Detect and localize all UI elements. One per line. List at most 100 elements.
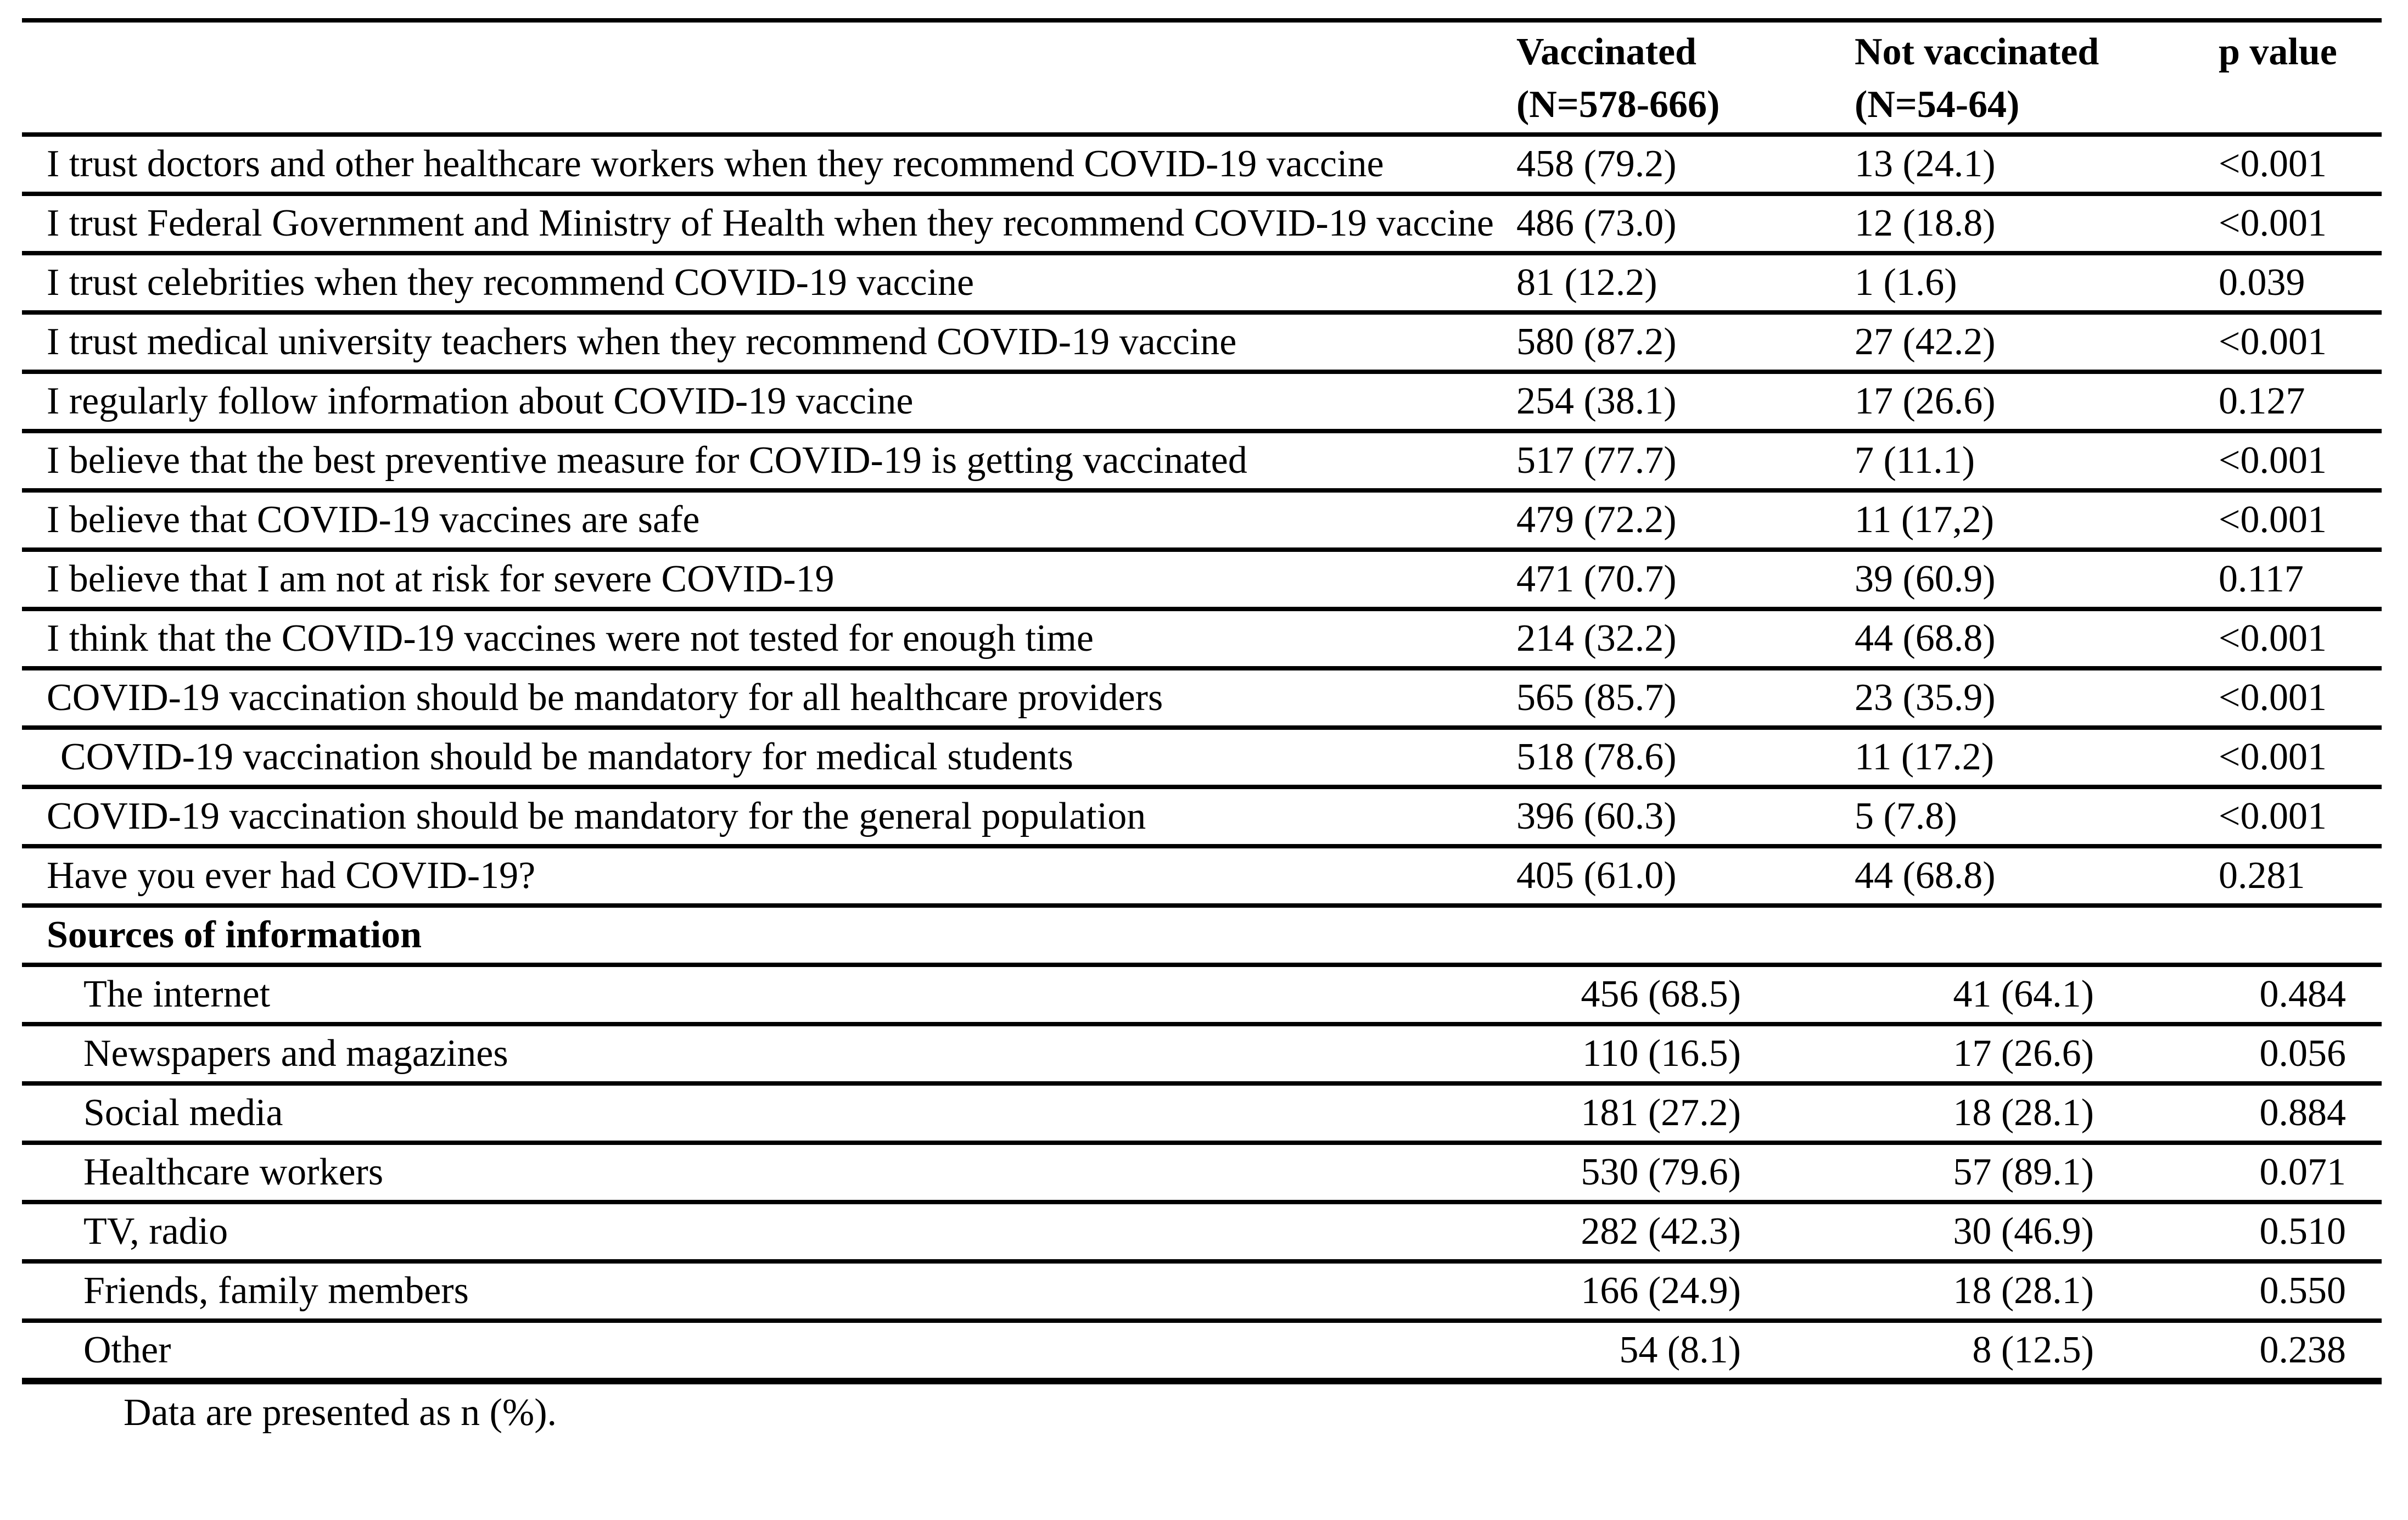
table-row: Have you ever had COVID-19? 405 (61.0) 44 … (22, 846, 2382, 908)
table-row: The internet 456 (68.5) 41 (64.1) 0.484 (22, 965, 2382, 1026)
section-header-label: Sources of information (22, 906, 2382, 967)
not-vaccinated-value: 7 (11.1) (1853, 431, 2217, 493)
vaccinated-value: 396 (60.3) (1515, 787, 1853, 848)
row-statement: COVID-19 vaccination should be mandatory… (22, 668, 1515, 730)
p-value: <0.001 (2217, 490, 2382, 552)
not-vaccinated-value: 18 (28.1) (1853, 1083, 2217, 1145)
vaccinated-value: 517 (77.7) (1515, 431, 1853, 493)
row-statement: I believe that the best preventive measu… (22, 431, 1515, 493)
not-vaccinated-value: 39 (60.9) (1853, 550, 2217, 611)
row-statement: COVID-19 vaccination should be mandatory… (22, 787, 1515, 848)
vaccinated-value: 565 (85.7) (1515, 668, 1853, 730)
vaccinated-value: 471 (70.7) (1515, 550, 1853, 611)
survey-results-table-wrap: Vaccinated (N=578-666) Not vaccinated (N… (22, 18, 2382, 1439)
not-vaccinated-value: 5 (7.8) (1853, 787, 2217, 848)
vaccinated-value: 486 (73.0) (1515, 194, 1853, 255)
not-vaccinated-value: 11 (17,2) (1853, 490, 2217, 552)
p-value: <0.001 (2217, 728, 2382, 789)
p-value: 0.884 (2217, 1083, 2382, 1145)
row-statement: Healthcare workers (22, 1143, 1515, 1204)
row-statement: I trust doctors and other healthcare wor… (22, 135, 1515, 196)
empty-header-cell (22, 20, 1515, 137)
vaccinated-value: 479 (72.2) (1515, 490, 1853, 552)
vaccinated-value: 54 (8.1) (1515, 1321, 1853, 1384)
row-statement: I think that the COVID-19 vaccines were … (22, 609, 1515, 670)
vaccinated-value: 81 (12.2) (1515, 253, 1853, 315)
table-row: I think that the COVID-19 vaccines were … (22, 609, 2382, 670)
not-vaccinated-header-label: Not vaccinated (1855, 31, 2099, 73)
table-row: Other 54 (8.1) 8 (12.5) 0.238 (22, 1321, 2382, 1384)
table-row: I trust medical university teachers when… (22, 312, 2382, 374)
row-statement: Friends, family members (22, 1261, 1515, 1323)
p-value: <0.001 (2217, 135, 2382, 196)
row-statement: Social media (22, 1083, 1515, 1145)
not-vaccinated-value: 44 (68.8) (1853, 846, 2217, 908)
vaccinated-value: 214 (32.2) (1515, 609, 1853, 670)
p-value: <0.001 (2217, 668, 2382, 730)
vaccinated-value: 254 (38.1) (1515, 372, 1853, 433)
not-vaccinated-value: 27 (42.2) (1853, 312, 2217, 374)
row-statement: I believe that I am not at risk for seve… (22, 550, 1515, 611)
table-row: TV, radio 282 (42.3) 30 (46.9) 0.510 (22, 1202, 2382, 1264)
p-value: <0.001 (2217, 194, 2382, 255)
table-row: Healthcare workers 530 (79.6) 57 (89.1) 0.0… (22, 1143, 2382, 1204)
not-vaccinated-value: 1 (1.6) (1853, 253, 2217, 315)
row-statement: TV, radio (22, 1202, 1515, 1264)
p-value: 0.484 (2217, 965, 2382, 1026)
vaccinated-value: 530 (79.6) (1515, 1143, 1853, 1204)
row-statement: I trust Federal Government and Ministry … (22, 194, 1515, 255)
table-row: COVID-19 vaccination should be mandatory… (22, 668, 2382, 730)
p-value: <0.001 (2217, 431, 2382, 493)
table-row: Social media 181 (27.2) 18 (28.1) 0.884 (22, 1083, 2382, 1145)
vaccinated-column-header: Vaccinated (N=578-666) (1515, 20, 1853, 137)
not-vaccinated-value: 18 (28.1) (1853, 1261, 2217, 1323)
p-value: 0.056 (2217, 1024, 2382, 1086)
not-vaccinated-value: 57 (89.1) (1853, 1143, 2217, 1204)
row-statement: Have you ever had COVID-19? (22, 846, 1515, 908)
p-value: <0.001 (2217, 312, 2382, 374)
section-header-row: Sources of information (22, 906, 2382, 967)
vaccinated-value: 181 (27.2) (1515, 1083, 1853, 1145)
table-row: COVID-19 vaccination should be mandatory… (22, 728, 2382, 789)
survey-results-table: Vaccinated (N=578-666) Not vaccinated (N… (22, 18, 2382, 1384)
table-row: I trust celebrities when they recommend … (22, 253, 2382, 315)
p-value-column-header: p value (2217, 20, 2382, 137)
row-statement: I regularly follow information about COV… (22, 372, 1515, 433)
not-vaccinated-value: 17 (26.6) (1853, 1024, 2217, 1086)
not-vaccinated-value: 11 (17.2) (1853, 728, 2217, 789)
row-statement: I trust medical university teachers when… (22, 312, 1515, 374)
p-value: 0.071 (2217, 1143, 2382, 1204)
p-value: <0.001 (2217, 609, 2382, 670)
p-value: <0.001 (2217, 787, 2382, 848)
table-row: I trust Federal Government and Ministry … (22, 194, 2382, 255)
vaccinated-value: 518 (78.6) (1515, 728, 1853, 789)
not-vaccinated-header-n: (N=54-64) (1855, 83, 2020, 126)
vaccinated-value: 405 (61.0) (1515, 846, 1853, 908)
table-row: COVID-19 vaccination should be mandatory… (22, 787, 2382, 848)
table-row: I believe that I am not at risk for seve… (22, 550, 2382, 611)
not-vaccinated-value: 17 (26.6) (1853, 372, 2217, 433)
not-vaccinated-value: 44 (68.8) (1853, 609, 2217, 670)
not-vaccinated-value: 30 (46.9) (1853, 1202, 2217, 1264)
header-row: Vaccinated (N=578-666) Not vaccinated (N… (22, 20, 2382, 137)
p-value: 0.117 (2217, 550, 2382, 611)
vaccinated-value: 580 (87.2) (1515, 312, 1853, 374)
row-statement: Other (22, 1321, 1515, 1384)
not-vaccinated-value: 8 (12.5) (1853, 1321, 2217, 1384)
row-statement: COVID-19 vaccination should be mandatory… (22, 728, 1515, 789)
p-value: 0.127 (2217, 372, 2382, 433)
p-value: 0.238 (2217, 1321, 2382, 1384)
row-statement: I trust celebrities when they recommend … (22, 253, 1515, 315)
not-vaccinated-value: 12 (18.8) (1853, 194, 2217, 255)
vaccinated-value: 110 (16.5) (1515, 1024, 1853, 1086)
vaccinated-value: 282 (42.3) (1515, 1202, 1853, 1264)
table-header: Vaccinated (N=578-666) Not vaccinated (N… (22, 20, 2382, 137)
p-value: 0.550 (2217, 1261, 2382, 1323)
p-value: 0.281 (2217, 846, 2382, 908)
table-footnote: Data are presented as n (%). (124, 1392, 557, 1434)
table-body: I trust doctors and other healthcare wor… (22, 135, 2382, 1384)
vaccinated-value: 456 (68.5) (1515, 965, 1853, 1026)
row-statement: I believe that COVID-19 vaccines are saf… (22, 490, 1515, 552)
p-value: 0.510 (2217, 1202, 2382, 1264)
row-statement: Newspapers and magazines (22, 1024, 1515, 1086)
